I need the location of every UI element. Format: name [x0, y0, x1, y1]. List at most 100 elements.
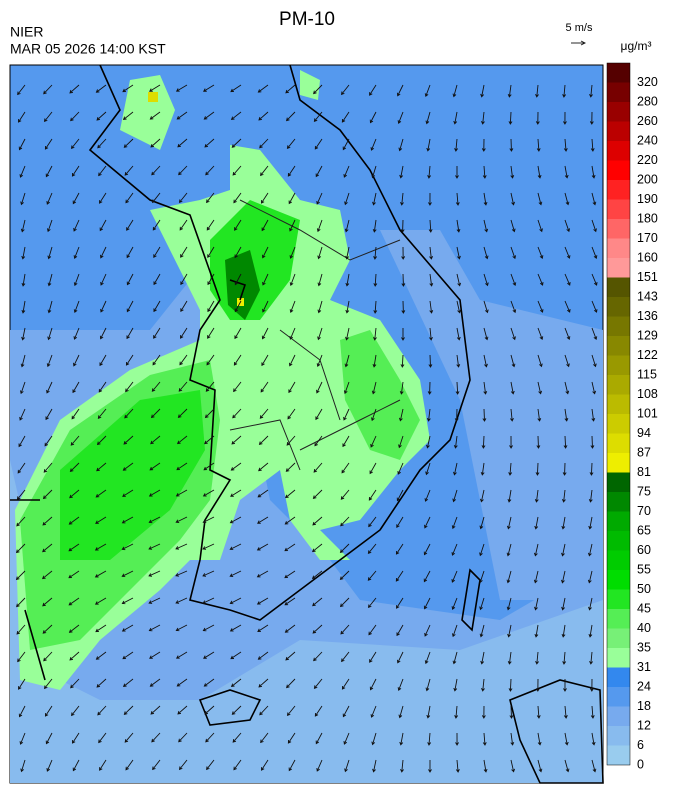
wind-arrow	[426, 138, 431, 152]
wind-arrow	[123, 705, 134, 715]
wind-arrow	[152, 192, 161, 204]
wind-arrow	[177, 138, 188, 148]
colorbar-segment	[607, 355, 630, 375]
wind-arrow	[149, 84, 161, 92]
wind-arrow	[44, 138, 53, 150]
wind-arrow	[372, 219, 377, 233]
wind-arrow	[429, 246, 434, 260]
wind-arrow	[312, 516, 323, 526]
wind-arrow	[590, 435, 595, 449]
wind-arrow	[479, 543, 485, 557]
colorbar-label: 60	[637, 543, 651, 557]
wind-arrow	[152, 759, 161, 771]
wind-arrow	[203, 462, 215, 471]
wind-arrow	[175, 624, 188, 632]
wind-arrow	[150, 435, 161, 445]
wind-arrow	[452, 651, 458, 665]
colorbar-segment	[607, 453, 630, 473]
wind-arrow	[42, 624, 53, 634]
wind-arrow	[261, 219, 269, 232]
colorbar-label: 136	[637, 309, 658, 323]
wind-arrow	[591, 327, 598, 341]
wind-arrow	[344, 219, 350, 233]
colorbar-label: 190	[637, 192, 658, 206]
colorbar-segment	[607, 472, 630, 492]
wind-arrow	[423, 543, 431, 556]
wind-arrow	[203, 111, 215, 120]
wind-arrow	[426, 408, 431, 422]
wind-arrow	[396, 84, 404, 97]
wind-arrow	[506, 543, 512, 557]
wind-arrow	[373, 246, 378, 260]
wind-arrow	[124, 732, 134, 743]
wind-arrow	[314, 138, 323, 150]
wind-arrow	[453, 462, 458, 476]
wind-arrow	[289, 300, 296, 314]
wind-arrow	[258, 678, 269, 688]
wind-arrow	[425, 462, 431, 476]
wind-arrow	[342, 705, 350, 718]
wind-arrow	[481, 678, 485, 692]
wind-arrow	[591, 219, 597, 233]
wind-arrow	[506, 597, 512, 611]
wind-arrow	[589, 111, 594, 125]
wind-arrow	[47, 246, 53, 260]
wind-arrow	[368, 624, 377, 636]
colorbar-label: 240	[637, 133, 658, 147]
wind-arrow	[343, 165, 350, 178]
wind-arrow	[289, 219, 296, 232]
wind-arrow	[561, 624, 566, 638]
wind-arrow	[72, 381, 80, 394]
wind-arrow	[479, 624, 485, 638]
colorbar-label: 160	[637, 250, 658, 264]
wind-arrow	[125, 759, 134, 771]
wind-arrow	[180, 273, 188, 286]
wind-arrow	[456, 327, 461, 341]
wind-arrow	[537, 408, 542, 422]
wind-arrow	[286, 138, 296, 149]
wind-arrow	[483, 381, 488, 395]
wind-arrow	[398, 705, 404, 719]
wind-arrow	[258, 462, 269, 472]
wind-arrow	[591, 300, 598, 313]
wind-arrow	[122, 111, 134, 121]
wind-arrow	[175, 543, 188, 550]
wind-arrow	[591, 381, 597, 395]
wind-arrow	[591, 246, 598, 259]
wind-arrow	[563, 435, 568, 449]
wind-arrow	[534, 489, 539, 503]
wind-arrow	[564, 246, 571, 259]
wind-arrow	[367, 597, 377, 609]
wind-arrow	[369, 111, 377, 124]
wind-arrow	[96, 462, 107, 472]
wind-arrow	[206, 354, 215, 366]
wind-arrow	[428, 759, 432, 773]
wind-arrow	[588, 624, 593, 638]
wind-arrow	[256, 597, 269, 605]
colorbar-segment	[607, 687, 630, 707]
wind-arrow	[537, 732, 542, 746]
colorbar-segment	[607, 121, 630, 141]
wind-arrow	[537, 165, 542, 179]
wind-arrow	[229, 570, 242, 577]
wind-arrow	[149, 651, 161, 659]
wind-arrow	[344, 354, 350, 368]
colorbar-label: 260	[637, 114, 658, 128]
wind-arrow	[68, 597, 80, 606]
colorbar-segment	[607, 589, 630, 609]
wind-arrow	[373, 300, 378, 314]
wind-arrow	[20, 381, 26, 395]
wind-arrow	[400, 354, 405, 368]
wind-arrow	[176, 462, 188, 471]
wind-arrow	[317, 327, 323, 341]
wind-arrow	[534, 624, 539, 638]
wind-arrow	[590, 705, 595, 719]
wind-arrow	[537, 300, 544, 313]
wind-arrow	[73, 327, 80, 340]
wind-arrow	[591, 192, 597, 206]
wind-arrow	[153, 273, 161, 286]
wind-arrow	[97, 408, 107, 419]
wind-arrow	[18, 705, 26, 718]
wind-arrow	[589, 462, 594, 476]
wind-arrow	[178, 381, 188, 392]
